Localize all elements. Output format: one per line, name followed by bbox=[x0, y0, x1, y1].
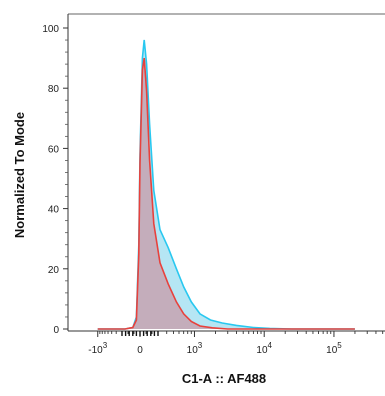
y-tick-label: 0 bbox=[53, 325, 59, 336]
series-0-area bbox=[97, 40, 355, 329]
y-tick-label: 20 bbox=[48, 265, 60, 276]
x-tick-exponent: 3 bbox=[103, 341, 108, 350]
x-tick-label: 103 bbox=[187, 341, 203, 356]
y-tick-label: 100 bbox=[42, 24, 59, 35]
x-axis-title: C1-A :: AF488 bbox=[182, 371, 266, 386]
x-tick-label: 105 bbox=[326, 341, 342, 356]
x-tick-exponent: 3 bbox=[198, 341, 203, 350]
x-tick-label: -103 bbox=[88, 341, 107, 356]
y-tick-label: 80 bbox=[48, 84, 60, 95]
y-tick-label: 40 bbox=[48, 205, 60, 216]
series-layer bbox=[97, 39, 355, 330]
labels-layer: C1-A :: AF488 Normalized To Mode bbox=[12, 112, 266, 386]
y-axis-title: Normalized To Mode bbox=[12, 112, 27, 238]
y-tick-label: 60 bbox=[48, 144, 60, 155]
axes-layer: 0 20 40 60 80 100 -103 0 103 104 105 bbox=[42, 13, 385, 356]
x-tick-exponent: 4 bbox=[268, 341, 273, 350]
series-1-line bbox=[97, 57, 355, 330]
x-tick-label: 104 bbox=[256, 341, 272, 356]
x-tick-label: 0 bbox=[137, 345, 143, 356]
series-1-area bbox=[97, 58, 355, 329]
x-tick-exponent: 5 bbox=[337, 341, 342, 350]
series-0-line bbox=[97, 39, 355, 330]
